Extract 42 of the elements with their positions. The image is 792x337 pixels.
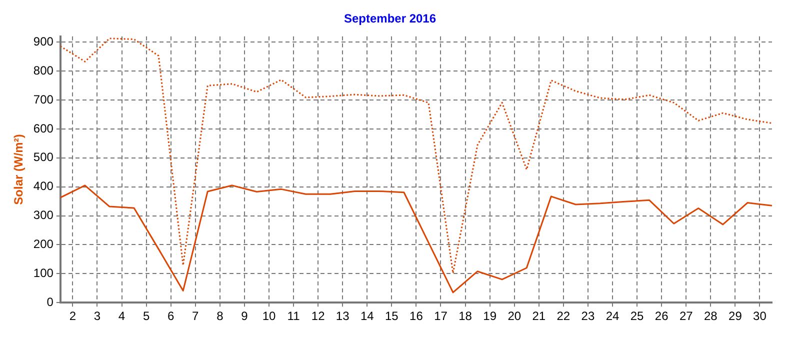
x-tick-label: 28 [704, 309, 718, 324]
x-tick-label: 6 [167, 309, 174, 324]
x-tick-label: 14 [360, 309, 374, 324]
x-tick-label: 8 [216, 309, 224, 324]
y-tick-label: 700 [33, 92, 54, 106]
y-tick-label: 800 [33, 63, 54, 78]
x-tick-label: 5 [142, 309, 150, 324]
x-tick-label: 15 [384, 309, 399, 324]
x-tick-label: 22 [556, 309, 570, 324]
x-tick-label: 21 [532, 309, 546, 324]
x-tick-label: 3 [94, 309, 101, 324]
x-tick-label: 20 [508, 309, 522, 324]
y-tick-label: 200 [33, 237, 54, 252]
x-tick-label: 16 [410, 309, 424, 324]
y-tick-label: 900 [33, 34, 54, 48]
x-tick-label: 11 [287, 309, 300, 324]
x-tick-label: 4 [118, 309, 126, 324]
y-axis-title: Solar (W/m²) [12, 134, 26, 205]
x-tick-label: 27 [679, 309, 694, 324]
x-tick-label: 30 [753, 309, 767, 324]
x-tick-label: 29 [728, 309, 742, 324]
y-tick-label: 300 [33, 208, 54, 222]
y-tick-label: 0 [46, 294, 54, 309]
x-tick-label: 26 [654, 309, 669, 324]
x-tick-label: 24 [606, 309, 620, 324]
x-tick-label: 18 [458, 309, 472, 324]
x-tick-label: 12 [311, 309, 326, 324]
x-tick-label: 7 [192, 309, 200, 324]
y-tick-label: 400 [33, 179, 54, 194]
x-tick-label: 23 [581, 309, 595, 324]
y-tick-label: 100 [33, 266, 54, 280]
x-tick-label: 2 [69, 309, 76, 324]
y-tick-label: 500 [33, 150, 54, 164]
x-tick-label: 17 [434, 309, 448, 324]
x-tick-label: 13 [336, 309, 350, 324]
y-tick-label: 600 [33, 121, 54, 136]
line-series [60, 38, 772, 274]
chart-title: September 2016 [344, 12, 436, 26]
x-tick-label: 19 [483, 309, 497, 324]
x-tick-label: 10 [262, 309, 276, 324]
x-tick-label: 25 [630, 309, 644, 324]
x-tick-label: 9 [241, 309, 248, 324]
